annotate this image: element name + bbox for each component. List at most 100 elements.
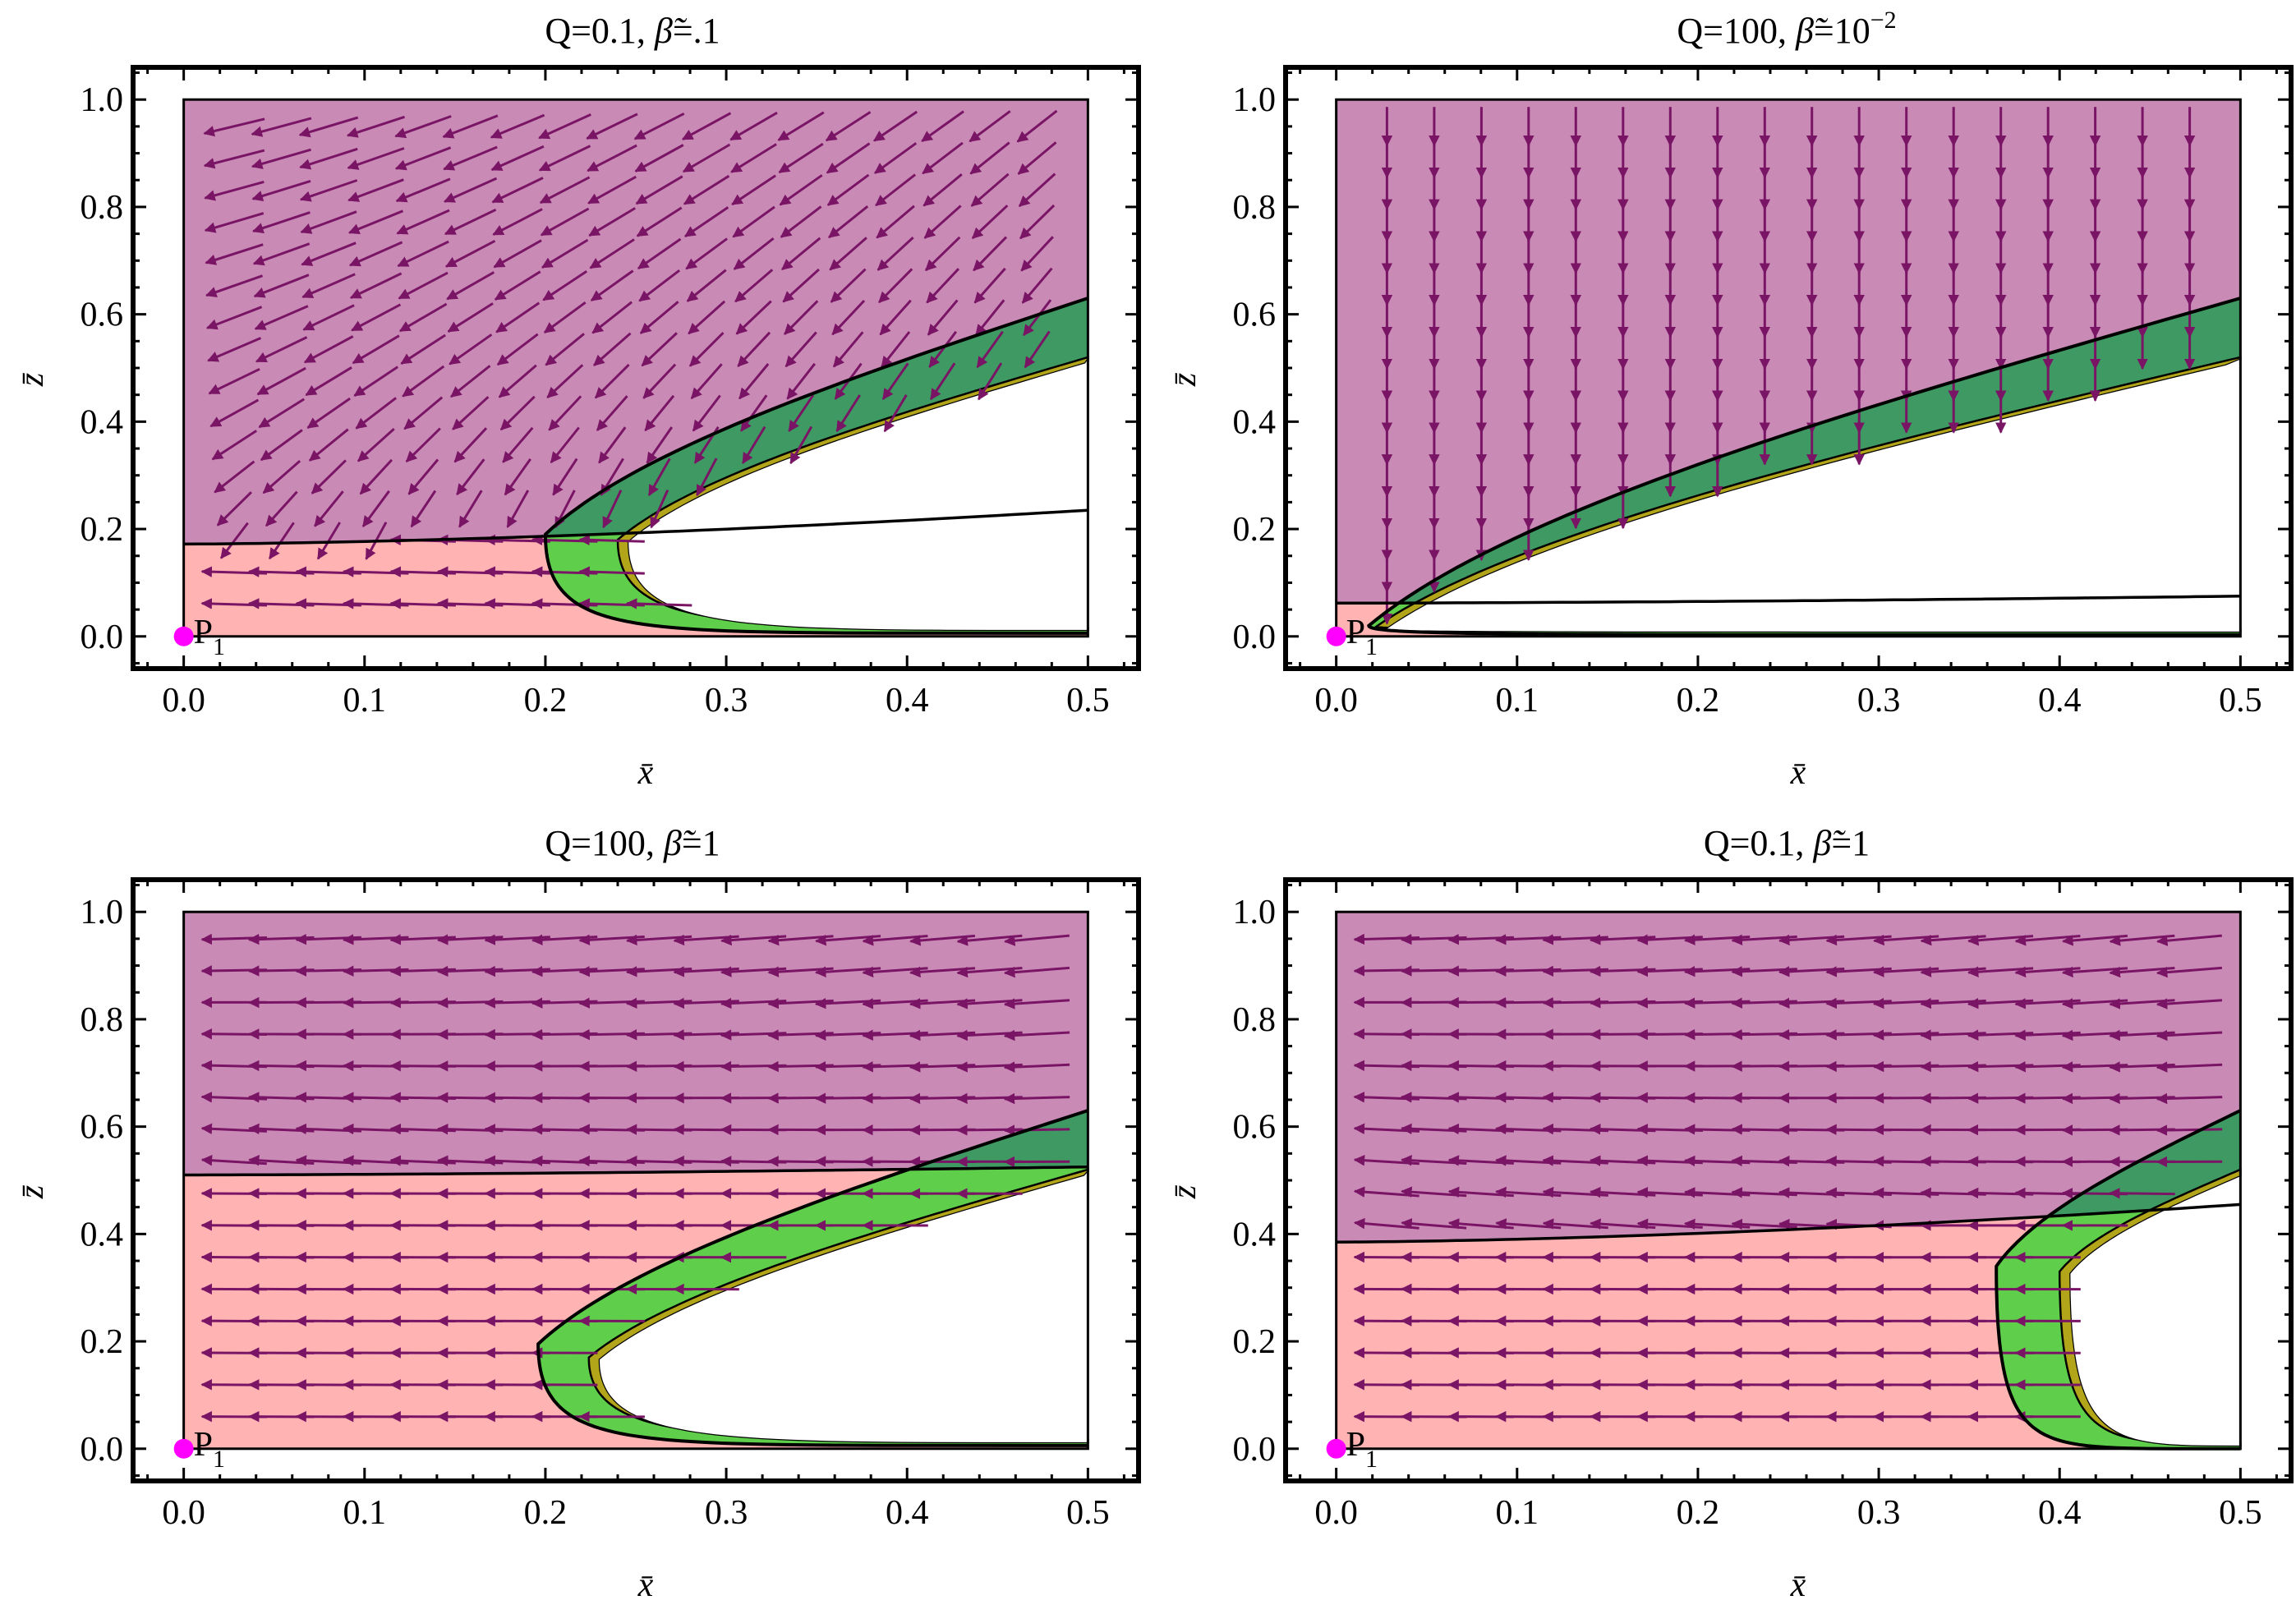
stream-arrow (637, 237, 682, 270)
stream-arrow (588, 207, 636, 237)
stream-arrow (590, 269, 634, 302)
stream-arrow (738, 363, 770, 400)
stream-arrow (973, 236, 1008, 272)
stream-arrow (685, 237, 728, 270)
stream-arrow (456, 458, 485, 495)
y-tick-label: 0.6 (81, 1109, 124, 1147)
stream-arrow (300, 210, 357, 234)
stream-arrow (443, 177, 498, 203)
stream-arrow (739, 394, 768, 432)
stream-arrow (541, 238, 589, 269)
outer-boundary-curve (1995, 1109, 2242, 1451)
x-tick-label: 0.0 (162, 1494, 205, 1532)
stream-arrow (970, 172, 1010, 207)
x-tick-label: 0.3 (705, 682, 748, 720)
stream-arrow (550, 426, 580, 464)
stream-arrow (2156, 934, 2222, 946)
stream-arrow (881, 331, 911, 368)
x-tick-label: 0.1 (343, 682, 387, 720)
stream-arrow (639, 301, 679, 334)
stream-arrow (347, 147, 405, 170)
stream-arrow (203, 117, 265, 137)
axis-ticks (133, 67, 1139, 669)
x-tick-label: 0.5 (1066, 1494, 1110, 1532)
y-tick-label: 0.6 (1233, 297, 1277, 334)
x-tick-label: 0.4 (886, 1494, 929, 1532)
stream-arrow (352, 334, 400, 365)
stream-arrow (207, 337, 262, 362)
stream-arrow (208, 367, 260, 395)
stream-arrow (1003, 966, 1070, 978)
critical-point-p1 (173, 1438, 194, 1459)
stream-arrow (2156, 1029, 2223, 1042)
stream-arrow (1017, 141, 1057, 175)
title-beta-value: =1 (682, 823, 720, 863)
x-axis-label: x̄ (1790, 754, 1806, 792)
title-beta-value: =.1 (673, 11, 720, 51)
x-tick-label: 0.2 (1677, 682, 1720, 720)
stream-arrow (214, 460, 255, 494)
panel-2: Q=100, β̃=10−2 0.0 0.1 0.2 0.3 0.4 0.5 0.0 0.2 0.… (1166, 7, 2294, 792)
x-tick-label: 0.4 (886, 682, 929, 720)
y-tick-label: 0.4 (81, 403, 124, 441)
stream-arrow (976, 330, 1004, 369)
stream-arrow (876, 205, 915, 239)
stream-arrow (211, 430, 258, 461)
y-tick-label: 0.8 (81, 1001, 124, 1039)
plot-region-border (182, 98, 1089, 638)
stream-arrow (400, 333, 446, 365)
panel-3: Q=100, β̃=1 0.0 0.1 0.2 0.3 0.4 0.5 0.0 0.2 0.4 0.… (13, 823, 1141, 1604)
stream-arrow (921, 110, 964, 143)
title-exponent: −2 (1870, 7, 1897, 34)
stream-arrow (552, 458, 578, 496)
y-axis-label: z̄ (1166, 1184, 1203, 1199)
stream-arrow (686, 269, 727, 302)
separatrix-curve (183, 508, 1088, 546)
stream-arrow (1019, 204, 1056, 240)
stream-arrow (778, 142, 824, 174)
stream-arrow (303, 335, 354, 364)
stream-arrows (1381, 107, 2196, 625)
critical-point-p1 (1326, 626, 1346, 646)
stream-arrow (835, 394, 861, 433)
stream-arrows (200, 109, 1058, 609)
stream-arrow (491, 177, 544, 204)
y-tick-label: 0.0 (81, 1431, 124, 1469)
stream-arrow (398, 302, 448, 333)
stream-arrows (200, 933, 1070, 1423)
plot-region-border (182, 910, 1089, 1451)
y-tick-label: 1.0 (81, 894, 124, 931)
stream-arrow (314, 490, 344, 527)
y-tick-label: 0.0 (1233, 1431, 1277, 1469)
stream-arrow (494, 270, 541, 301)
y-tick-label: 0.0 (1233, 618, 1277, 656)
stream-arrow (316, 522, 341, 560)
y-tick-label: 0.8 (81, 189, 124, 227)
x-tick-label: 0.3 (1857, 682, 1901, 720)
stream-arrow (780, 205, 822, 238)
stream-arrow (826, 142, 871, 174)
stream-arrow (2156, 1124, 2223, 1136)
outer-boundary-curve (536, 1109, 1089, 1447)
stream-arrow (690, 363, 723, 400)
y-tick-label: 0.6 (1233, 1109, 1277, 1147)
stream-arrow (298, 116, 359, 138)
stream-arrow (971, 205, 1009, 240)
stream-arrow (444, 208, 497, 236)
panel-title: Q=0.1, β̃=.1 (545, 11, 720, 51)
stream-arrow (1021, 267, 1053, 304)
stream-arrow (396, 209, 450, 235)
stream-arrow (922, 141, 964, 175)
y-tick-label: 0.2 (1233, 511, 1277, 549)
stream-arrow (1003, 1061, 1070, 1073)
stream-arrow (538, 145, 591, 172)
x-tick-label: 0.4 (2038, 1494, 2082, 1532)
stream-arrow (260, 429, 303, 462)
stream-arrow (586, 113, 638, 140)
stream-arrow (779, 174, 823, 206)
stream-arrow (538, 113, 591, 140)
stream-arrow (647, 458, 671, 497)
stream-arrow (683, 206, 729, 238)
stream-arrow (452, 396, 490, 430)
stream-arrow (593, 332, 632, 366)
